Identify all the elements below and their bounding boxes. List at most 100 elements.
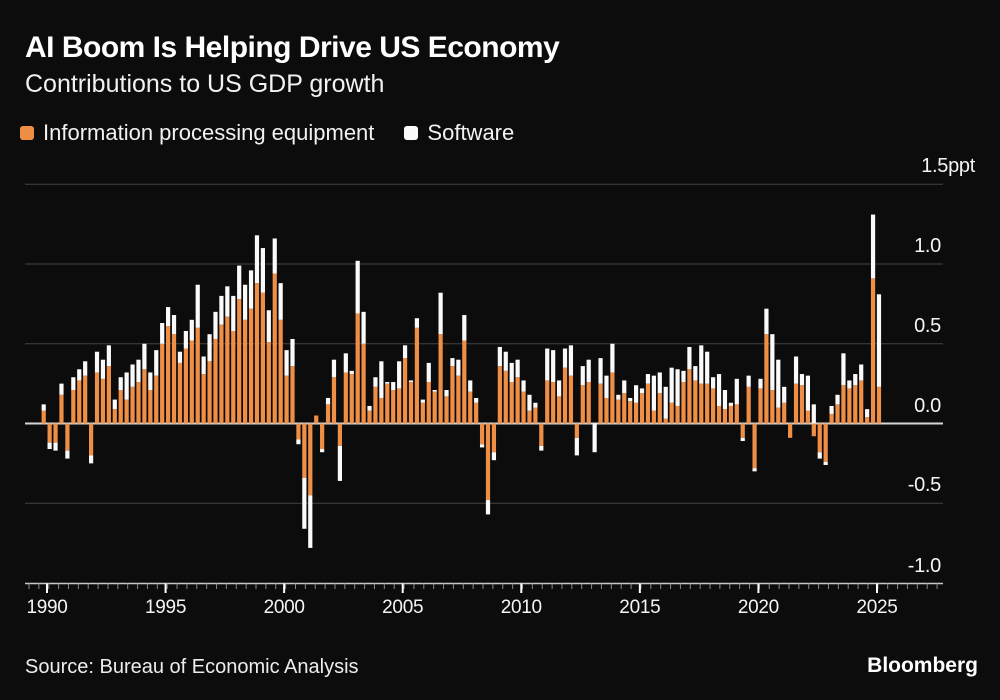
bar-segment-software [598, 358, 603, 384]
bar-segment-software [171, 315, 177, 335]
bar-segment-equipment [586, 382, 591, 424]
bar-segment-software [83, 361, 88, 376]
bar-segment-equipment [83, 375, 88, 424]
bar-segment-equipment [290, 366, 295, 424]
bar-segment-software [88, 455, 94, 464]
bar-segment-software [337, 445, 342, 481]
bar-segment-equipment [722, 409, 728, 424]
bar-segment-equipment [847, 388, 852, 424]
bar-segment-equipment [716, 405, 722, 424]
bar-segment-software [859, 364, 864, 381]
bar-segment-software [331, 359, 337, 378]
bar-segment-equipment [195, 327, 200, 424]
bar-segment-equipment [94, 372, 100, 424]
bar-segment-software [681, 370, 686, 383]
bar-segment-equipment [551, 382, 556, 424]
bar-segment-equipment [568, 375, 574, 424]
bar-segment-software [266, 310, 271, 343]
bar-segment-equipment [509, 382, 514, 424]
bar-segment-software [485, 500, 491, 515]
bar-segment-equipment [580, 385, 585, 424]
bar-segment-software [793, 356, 799, 384]
bar-segment-software [402, 345, 408, 359]
bar-segment-equipment [799, 385, 805, 424]
bar-segment-equipment [841, 385, 846, 424]
bar-segment-equipment [438, 334, 443, 424]
bar-segment-software [551, 350, 556, 383]
bar-segment-equipment [148, 390, 153, 424]
bar-segment-software [106, 345, 111, 367]
legend-swatch-software-icon [404, 126, 419, 140]
bar-segment-software [770, 334, 775, 391]
bar-segment-equipment [260, 292, 265, 424]
bar-segment-software [651, 375, 656, 411]
bar-segment-equipment [106, 366, 111, 424]
bar-segment-equipment [171, 334, 177, 424]
bar-segment-software [420, 399, 425, 403]
bar-segment-equipment [468, 391, 473, 424]
bar-segment-equipment [112, 409, 117, 424]
bar-segment-equipment [628, 401, 633, 424]
bar-segment-equipment [314, 415, 319, 424]
bar-segment-software [272, 238, 277, 274]
bar-segment-equipment [207, 361, 212, 424]
bar-segment-equipment [853, 385, 858, 424]
bar-segment-equipment [379, 397, 384, 424]
bar-segment-software [231, 295, 236, 331]
chart-title: AI Boom Is Helping Drive US Economy [25, 31, 560, 64]
bar-segment-software [705, 351, 710, 384]
bar-segment-equipment [711, 388, 716, 424]
bar-segment-software [59, 383, 64, 395]
bar-segment-software [41, 404, 46, 411]
bar-segment-software [284, 350, 289, 376]
bar-segment-software [645, 374, 651, 384]
bar-segment-equipment [177, 362, 183, 424]
x-axis-label: 2020 [737, 597, 779, 618]
bar-segment-software [438, 292, 443, 335]
bar-segment-equipment [491, 423, 497, 453]
bar-segment-software [847, 380, 852, 389]
bar-segment-software [112, 399, 117, 410]
bar-segment-equipment [254, 283, 260, 424]
bar-segment-equipment [432, 391, 437, 424]
bar-segment-equipment [675, 405, 680, 424]
bar-segment-software [320, 449, 325, 453]
bar-segment-equipment [272, 273, 277, 424]
bar-segment-equipment [545, 380, 550, 424]
bar-segment-software [248, 270, 254, 309]
bar-segment-software [491, 452, 497, 461]
bar-segment-equipment [752, 423, 757, 469]
bar-segment-software [586, 359, 591, 383]
bar-segment-software [302, 477, 307, 529]
bar-segment-equipment [385, 383, 390, 424]
bar-segment-equipment [503, 370, 508, 424]
legend-item-software: Software [404, 120, 514, 146]
bar-segment-software [657, 372, 662, 394]
bar-segment-equipment [746, 386, 751, 424]
bar-segment-software [160, 323, 165, 344]
bar-segment-equipment [634, 402, 639, 424]
bar-segment-software [687, 346, 692, 370]
bar-segment-equipment [219, 324, 224, 424]
x-axis-label: 2000 [263, 597, 305, 618]
bar-segment-equipment [823, 423, 828, 462]
bar-segment-equipment [740, 423, 745, 438]
legend-label-equipment: Information processing equipment [43, 120, 375, 145]
bar-segment-equipment [373, 386, 378, 424]
y-axis-label: 1.0 [914, 235, 941, 257]
bar-segment-software [876, 294, 882, 387]
bar-segment-equipment [71, 390, 76, 424]
bar-segment-software [740, 437, 745, 442]
bar-segment-software [456, 359, 461, 376]
bar-segment-software [243, 284, 248, 320]
bar-segment-software [278, 283, 283, 320]
bar-segment-equipment [782, 402, 787, 424]
bar-segment-equipment [770, 390, 775, 424]
bar-segment-equipment [764, 334, 769, 424]
bar-segment-equipment [426, 382, 431, 424]
bar-segment-software [758, 378, 763, 389]
bar-segment-software [201, 356, 206, 375]
bar-segment-equipment [160, 343, 165, 424]
bar-segment-software [716, 374, 722, 406]
